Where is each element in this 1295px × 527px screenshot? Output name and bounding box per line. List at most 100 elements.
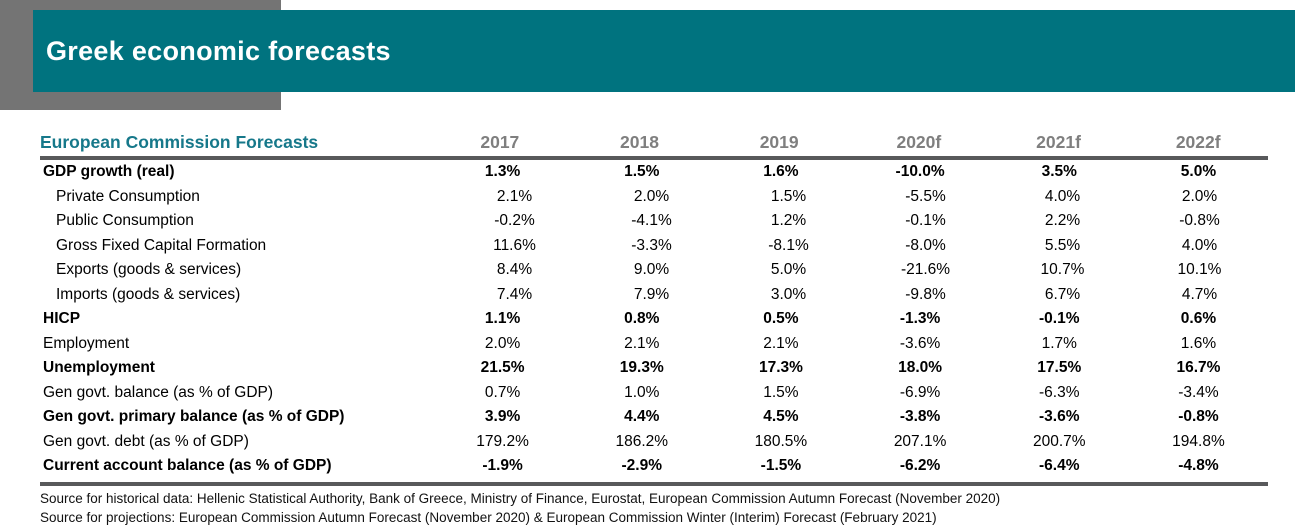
row-value: -0.8% bbox=[1178, 408, 1219, 426]
row-value: 19.3% bbox=[619, 359, 664, 377]
row-value: 1.5% bbox=[763, 383, 799, 401]
row-value: 1.6% bbox=[1180, 334, 1217, 352]
row-value: -3.8% bbox=[899, 408, 941, 426]
row-value: 16.7% bbox=[1176, 359, 1221, 377]
row-value: -3.4% bbox=[1178, 383, 1219, 401]
row-value: 4.0% bbox=[1044, 187, 1081, 205]
row-value: -10.0% bbox=[895, 163, 945, 181]
row-label: Private Consumption bbox=[56, 187, 200, 205]
row-value: -3.3% bbox=[631, 236, 672, 254]
row-value: 5.5% bbox=[1044, 236, 1081, 254]
row-value: -1.3% bbox=[899, 310, 941, 328]
row-value: 1.5% bbox=[624, 163, 660, 181]
row-label: Employment bbox=[43, 334, 130, 352]
row-value: -0.1% bbox=[1039, 310, 1080, 328]
row-value: 11.6% bbox=[493, 236, 536, 254]
table-row: Current account balance (as % of GDP) -1.… bbox=[40, 454, 1268, 479]
table-row: Employment 2.0% 2.1% 2.1% -3.6% 1.7% 1.6% bbox=[40, 332, 1268, 357]
row-value: -21.6% bbox=[900, 261, 951, 279]
row-value: -6.4% bbox=[1039, 457, 1080, 475]
page-title: Greek economic forecasts bbox=[46, 35, 391, 66]
row-value: 2.0% bbox=[484, 334, 521, 352]
row-value: 5.0% bbox=[770, 261, 807, 279]
row-value: 4.4% bbox=[624, 408, 660, 426]
row-value: -8.1% bbox=[768, 236, 809, 254]
row-value: -4.1% bbox=[631, 212, 672, 230]
row-value: 1.7% bbox=[1041, 334, 1077, 352]
title-banner: Greek economic forecasts bbox=[33, 10, 1295, 92]
row-value: 10.7% bbox=[1040, 261, 1085, 279]
row-value: 2.1% bbox=[496, 187, 533, 205]
row-value: 17.3% bbox=[758, 359, 803, 377]
row-value: 3.0% bbox=[770, 285, 807, 303]
row-label: Exports (goods & services) bbox=[56, 261, 242, 279]
row-value: -2.9% bbox=[621, 457, 663, 475]
row-value: 1.5% bbox=[770, 187, 807, 205]
table-row: GDP growth (real) 1.3% 1.5% 1.6% -10.0% 3.5% 5… bbox=[40, 160, 1268, 185]
row-value: 1.1% bbox=[484, 310, 521, 328]
row-label: Gen govt. debt (as % of GDP) bbox=[43, 432, 249, 450]
row-value: 2.2% bbox=[1044, 212, 1081, 230]
row-value: -6.3% bbox=[1039, 383, 1080, 401]
row-value: -4.8% bbox=[1178, 457, 1219, 475]
row-value: -9.8% bbox=[905, 285, 946, 303]
row-value: 21.5% bbox=[480, 359, 525, 377]
row-value: 4.5% bbox=[763, 408, 799, 426]
column-header-2018: 2018 bbox=[620, 132, 659, 152]
row-value: -3.6% bbox=[1039, 408, 1080, 426]
table-body: GDP growth (real) 1.3% 1.5% 1.6% -10.0% 3.5% 5… bbox=[40, 160, 1268, 479]
row-value: -5.5% bbox=[905, 187, 946, 205]
table-header-title: European Commission Forecasts bbox=[40, 132, 319, 152]
row-value: 9.0% bbox=[633, 261, 670, 279]
row-value: 1.3% bbox=[484, 163, 521, 181]
row-value: -0.2% bbox=[494, 212, 535, 230]
row-value: 180.5% bbox=[754, 432, 808, 450]
source-historical: Source for historical data: Hellenic Sta… bbox=[40, 490, 1001, 506]
row-value: 0.5% bbox=[763, 310, 799, 328]
table-row: Gen govt. balance (as % of GDP) 0.7% 1.0% 1… bbox=[40, 381, 1268, 406]
table-header-row: European Commission Forecasts 2017 2018 20… bbox=[40, 126, 1268, 153]
row-value: 10.1% bbox=[1177, 261, 1222, 279]
row-value: -8.0% bbox=[905, 236, 946, 254]
table-row: Gross Fixed Capital Formation 11.6% -3.3% -… bbox=[40, 234, 1268, 259]
table-row: Gen govt. primary balance (as % of GDP) 3… bbox=[40, 405, 1268, 430]
row-value: -0.1% bbox=[905, 212, 946, 230]
row-value: 1.6% bbox=[763, 163, 799, 181]
row-value: 1.2% bbox=[770, 212, 807, 230]
row-value: 200.7% bbox=[1032, 432, 1086, 450]
row-label: Unemployment bbox=[43, 359, 155, 377]
row-value: 3.5% bbox=[1041, 163, 1077, 181]
row-label: HICP bbox=[43, 310, 81, 328]
row-value: -0.8% bbox=[1179, 212, 1220, 230]
row-value: 17.5% bbox=[1037, 359, 1082, 377]
row-value: 179.2% bbox=[476, 432, 529, 450]
header-divider-line bbox=[40, 156, 1268, 160]
row-value: 5.0% bbox=[1180, 163, 1217, 181]
row-label: Gen govt. primary balance (as % of GDP) bbox=[43, 408, 345, 426]
table-row: Exports (goods & services) 8.4% 9.0% 5.0% -2… bbox=[40, 258, 1268, 283]
row-value: 2.0% bbox=[633, 187, 670, 205]
row-value: -6.9% bbox=[899, 383, 941, 401]
row-label: Current account balance (as % of GDP) bbox=[43, 457, 332, 475]
source-projections: Source for projections: European Commiss… bbox=[40, 509, 937, 525]
row-value: 194.8% bbox=[1172, 432, 1225, 450]
row-value: 0.7% bbox=[484, 383, 521, 401]
row-value: 207.1% bbox=[893, 432, 947, 450]
row-label: Gross Fixed Capital Formation bbox=[56, 236, 267, 254]
row-value: 3.9% bbox=[484, 408, 521, 426]
table-row: Imports (goods & services) 7.4% 7.9% 3.0% -9… bbox=[40, 283, 1268, 308]
row-value: -1.5% bbox=[760, 457, 802, 475]
column-header-2022f: 2022f bbox=[1175, 132, 1221, 152]
row-value: 1.0% bbox=[624, 383, 660, 401]
row-value: 2.1% bbox=[624, 334, 660, 352]
column-header-2021f: 2021f bbox=[1036, 132, 1081, 152]
forecast-table: European Commission Forecasts 2017 2018 20… bbox=[40, 126, 1268, 527]
row-value: 0.6% bbox=[1180, 310, 1217, 328]
row-value: 7.4% bbox=[496, 285, 533, 303]
table-bottom-line bbox=[40, 481, 1268, 486]
row-value: 8.4% bbox=[496, 261, 533, 279]
row-label: GDP growth (real) bbox=[43, 163, 175, 181]
table-row: HICP 1.1% 0.8% 0.5% -1.3% -0.1% 0.6% bbox=[40, 307, 1268, 332]
table-row: Unemployment 21.5% 19.3% 17.3% 18.0% 17.5% 16.… bbox=[40, 356, 1268, 381]
row-label: Public Consumption bbox=[56, 212, 194, 230]
